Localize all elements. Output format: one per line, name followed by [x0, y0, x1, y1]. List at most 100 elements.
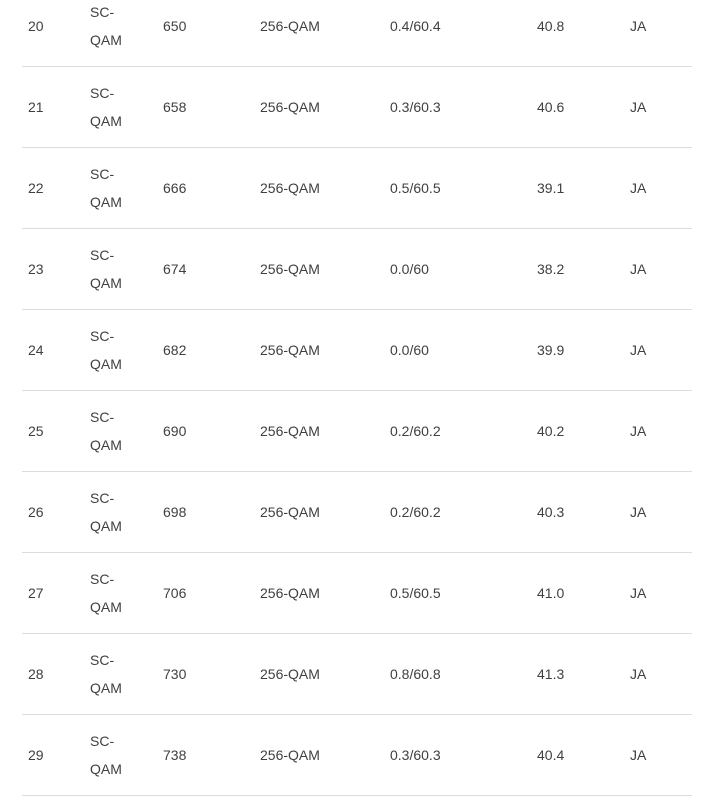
snr-value: 40.4 — [537, 747, 565, 763]
modulation-value: 256-QAM — [260, 747, 320, 763]
cell-modulation: 256-QAM — [254, 93, 384, 121]
modulation-value: 256-QAM — [260, 180, 320, 196]
cell-channel-id: 25 — [22, 417, 84, 445]
power-level-value: 0.8/60.8 — [390, 666, 441, 682]
channel-type-value: SC-QAM — [90, 247, 122, 291]
snr-value: 39.9 — [537, 342, 565, 358]
cell-locked-status: JA — [624, 579, 692, 607]
channel-id-value: 25 — [28, 423, 44, 439]
table-row: 24 SC-QAM 682 256-QAM 0.0/60 39.9 JA — [22, 310, 692, 391]
cell-snr: 41.0 — [531, 579, 624, 607]
modulation-value: 256-QAM — [260, 585, 320, 601]
cell-frequency: 706 — [157, 579, 254, 607]
cell-locked-status: JA — [624, 174, 692, 202]
cell-snr: 40.3 — [531, 498, 624, 526]
cell-channel-id: 20 — [22, 12, 84, 40]
cell-channel-type: SC-QAM — [84, 646, 157, 702]
snr-value: 41.0 — [537, 585, 565, 601]
cell-power-level: 0.5/60.5 — [384, 174, 531, 202]
power-level-value: 0.2/60.2 — [390, 504, 441, 520]
snr-value: 40.3 — [537, 504, 565, 520]
locked-status-value: JA — [630, 18, 647, 34]
frequency-value: 650 — [163, 18, 187, 34]
cell-channel-id: 21 — [22, 93, 84, 121]
cell-power-level: 0.0/60 — [384, 255, 531, 283]
cell-channel-type: SC-QAM — [84, 403, 157, 459]
cell-snr: 39.1 — [531, 174, 624, 202]
cell-channel-id: 26 — [22, 498, 84, 526]
locked-status-value: JA — [630, 585, 647, 601]
cell-channel-id: 23 — [22, 255, 84, 283]
table-row: 28 SC-QAM 730 256-QAM 0.8/60.8 41.3 JA — [22, 634, 692, 715]
cell-modulation: 256-QAM — [254, 660, 384, 688]
modulation-value: 256-QAM — [260, 504, 320, 520]
power-level-value: 0.0/60 — [390, 261, 429, 277]
table-row: 23 SC-QAM 674 256-QAM 0.0/60 38.2 JA — [22, 229, 692, 310]
cell-frequency: 698 — [157, 498, 254, 526]
cell-snr: 41.3 — [531, 660, 624, 688]
frequency-value: 730 — [163, 666, 187, 682]
cell-snr: 40.4 — [531, 741, 624, 769]
cell-locked-status: JA — [624, 741, 692, 769]
cell-power-level: 0.3/60.3 — [384, 93, 531, 121]
channel-id-value: 22 — [28, 180, 44, 196]
locked-status-value: JA — [630, 261, 647, 277]
table-row: 29 SC-QAM 738 256-QAM 0.3/60.3 40.4 JA — [22, 715, 692, 796]
table-row: 22 SC-QAM 666 256-QAM 0.5/60.5 39.1 JA — [22, 148, 692, 229]
channel-id-value: 28 — [28, 666, 44, 682]
channel-id-value: 24 — [28, 342, 44, 358]
cell-locked-status: JA — [624, 498, 692, 526]
locked-status-value: JA — [630, 342, 647, 358]
frequency-value: 698 — [163, 504, 187, 520]
frequency-value: 666 — [163, 180, 187, 196]
cell-channel-type: SC-QAM — [84, 322, 157, 378]
channel-id-value: 29 — [28, 747, 44, 763]
cell-modulation: 256-QAM — [254, 174, 384, 202]
cell-channel-id: 28 — [22, 660, 84, 688]
cell-channel-type: SC-QAM — [84, 565, 157, 621]
locked-status-value: JA — [630, 747, 647, 763]
cell-modulation: 256-QAM — [254, 12, 384, 40]
locked-status-value: JA — [630, 504, 647, 520]
cell-snr: 40.8 — [531, 12, 624, 40]
cell-power-level: 0.4/60.4 — [384, 12, 531, 40]
cell-channel-type: SC-QAM — [84, 0, 157, 54]
cell-frequency: 730 — [157, 660, 254, 688]
cell-power-level: 0.2/60.2 — [384, 417, 531, 445]
cell-frequency: 738 — [157, 741, 254, 769]
channel-type-value: SC-QAM — [90, 652, 122, 696]
channel-type-value: SC-QAM — [90, 490, 122, 534]
channel-type-value: SC-QAM — [90, 328, 122, 372]
table-row: 25 SC-QAM 690 256-QAM 0.2/60.2 40.2 JA — [22, 391, 692, 472]
cell-power-level: 0.3/60.3 — [384, 741, 531, 769]
locked-status-value: JA — [630, 99, 647, 115]
modulation-value: 256-QAM — [260, 423, 320, 439]
cell-channel-id: 27 — [22, 579, 84, 607]
table-row: 27 SC-QAM 706 256-QAM 0.5/60.5 41.0 JA — [22, 553, 692, 634]
channel-type-value: SC-QAM — [90, 166, 122, 210]
channel-id-value: 21 — [28, 99, 44, 115]
channel-id-value: 26 — [28, 504, 44, 520]
cell-channel-type: SC-QAM — [84, 79, 157, 135]
cell-locked-status: JA — [624, 336, 692, 364]
modulation-value: 256-QAM — [260, 99, 320, 115]
cell-snr: 40.2 — [531, 417, 624, 445]
cell-power-level: 0.0/60 — [384, 336, 531, 364]
channel-id-value: 20 — [28, 18, 44, 34]
cell-frequency: 650 — [157, 12, 254, 40]
power-level-value: 0.2/60.2 — [390, 423, 441, 439]
cell-channel-type: SC-QAM — [84, 241, 157, 297]
cell-power-level: 0.5/60.5 — [384, 579, 531, 607]
cell-channel-type: SC-QAM — [84, 727, 157, 783]
cell-locked-status: JA — [624, 12, 692, 40]
cell-channel-id: 22 — [22, 174, 84, 202]
frequency-value: 738 — [163, 747, 187, 763]
snr-value: 39.1 — [537, 180, 565, 196]
table-row: 21 SC-QAM 658 256-QAM 0.3/60.3 40.6 JA — [22, 67, 692, 148]
downstream-channel-table: 20 SC-QAM 650 256-QAM 0.4/60.4 40.8 JA 2… — [22, 0, 692, 796]
frequency-value: 682 — [163, 342, 187, 358]
cell-channel-id: 29 — [22, 741, 84, 769]
power-level-value: 0.5/60.5 — [390, 585, 441, 601]
cell-power-level: 0.8/60.8 — [384, 660, 531, 688]
cell-channel-type: SC-QAM — [84, 484, 157, 540]
